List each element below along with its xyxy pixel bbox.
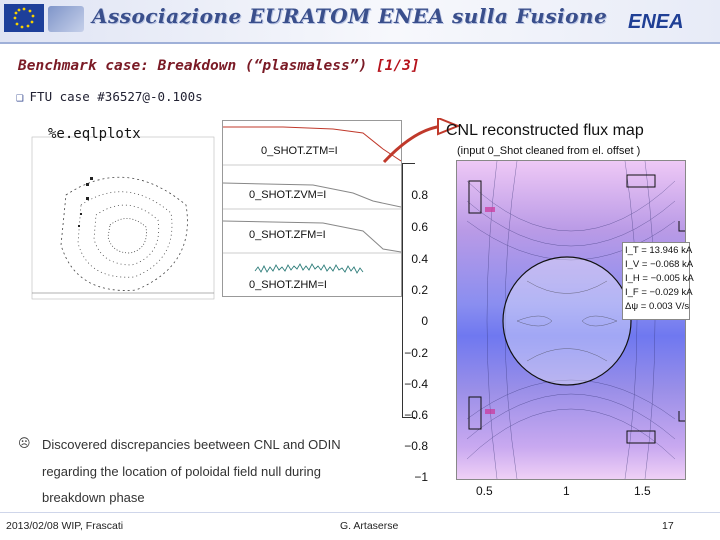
flux-map-legend: I_T = 13.946 kA I_V = −0.068 kA I_H = −0…	[622, 242, 694, 320]
eu-stars-icon	[13, 7, 35, 29]
frown-icon: ☹	[18, 436, 31, 450]
axis-bracket	[402, 163, 415, 418]
arrow-icon	[382, 118, 461, 164]
enea-emblem-logo	[48, 6, 84, 32]
note-line-1: Discovered discrepancies beetween CNL an…	[42, 437, 341, 452]
legend-item: Δψ = 0.003 V/s	[625, 301, 690, 312]
note-line-2: regarding the location of poloidal field…	[42, 464, 321, 479]
note-line-3: breakdown phase	[42, 490, 145, 505]
flux-map-title: CNL reconstructed flux map	[446, 122, 644, 139]
bullet-checkbox-icon: ❑	[16, 89, 24, 104]
footer-divider	[0, 512, 720, 513]
legend-item: I_T = 13.946 kA	[625, 245, 693, 256]
legend-item: I_F = −0.029 kA	[625, 287, 693, 298]
xtick: 0.5	[476, 484, 493, 498]
footer-author: G. Artaserse	[340, 520, 399, 532]
footer-date: 2013/02/08 WIP, Frascati	[6, 520, 124, 532]
equilibrium-plot-svg	[31, 136, 215, 300]
ytick: 0.6	[411, 220, 428, 234]
signal-traces-panel: 0_SHOT.ZTM=I 0_SHOT.ZVM=I 0_SHOT.ZFM=I 0…	[222, 120, 402, 297]
trace-label-zhm: 0_SHOT.ZHM=I	[249, 279, 327, 291]
footer-page-number: 17	[662, 520, 674, 532]
trace-label-zfm: 0_SHOT.ZFM=I	[249, 229, 326, 241]
eu-flag-logo	[4, 4, 44, 32]
flux-map-plot	[456, 160, 686, 480]
xtick: 1.5	[634, 484, 651, 498]
equilibrium-plot-title: %e.eqlplotx	[48, 126, 141, 142]
equilibrium-plot	[6, 125, 216, 315]
ytick: 0.2	[411, 283, 428, 297]
ytick: 0	[421, 314, 428, 328]
flux-map-svg	[466, 161, 685, 479]
header-banner	[0, 0, 720, 44]
legend-item: I_V = −0.068 kA	[625, 259, 694, 270]
ytick: 0.8	[411, 188, 428, 202]
xtick: 1	[563, 484, 570, 498]
bullet-case-text: FTU case #36527@-0.100s	[29, 89, 203, 104]
ytick: −0.4	[404, 377, 428, 391]
enea-logo: ENEA	[628, 11, 684, 33]
header-title: Associazione EURATOM ENEA sulla Fusione	[92, 4, 608, 28]
slide-title-index: [1/3]	[375, 58, 420, 74]
bullet-case: ❑ FTU case #36527@-0.100s	[16, 89, 203, 104]
ytick: −0.2	[404, 346, 428, 360]
ytick: −0.8	[404, 439, 428, 453]
flux-map-subtitle: (input 0_Shot cleaned from el. offset )	[457, 145, 641, 157]
trace-label-zvm: 0_SHOT.ZVM=I	[249, 189, 327, 201]
trace-label-ztm: 0_SHOT.ZTM=I	[261, 145, 338, 157]
signal-traces-svg	[222, 126, 402, 274]
slide-title: Benchmark case: Breakdown (“plasmaless”)…	[18, 58, 420, 74]
legend-item: I_H = −0.005 kA	[625, 273, 694, 284]
ytick: −0.6	[404, 408, 428, 422]
slide-title-text: Benchmark case: Breakdown (“plasmaless”)	[18, 58, 368, 74]
ytick: −1	[414, 470, 428, 484]
ytick: 0.4	[411, 252, 428, 266]
